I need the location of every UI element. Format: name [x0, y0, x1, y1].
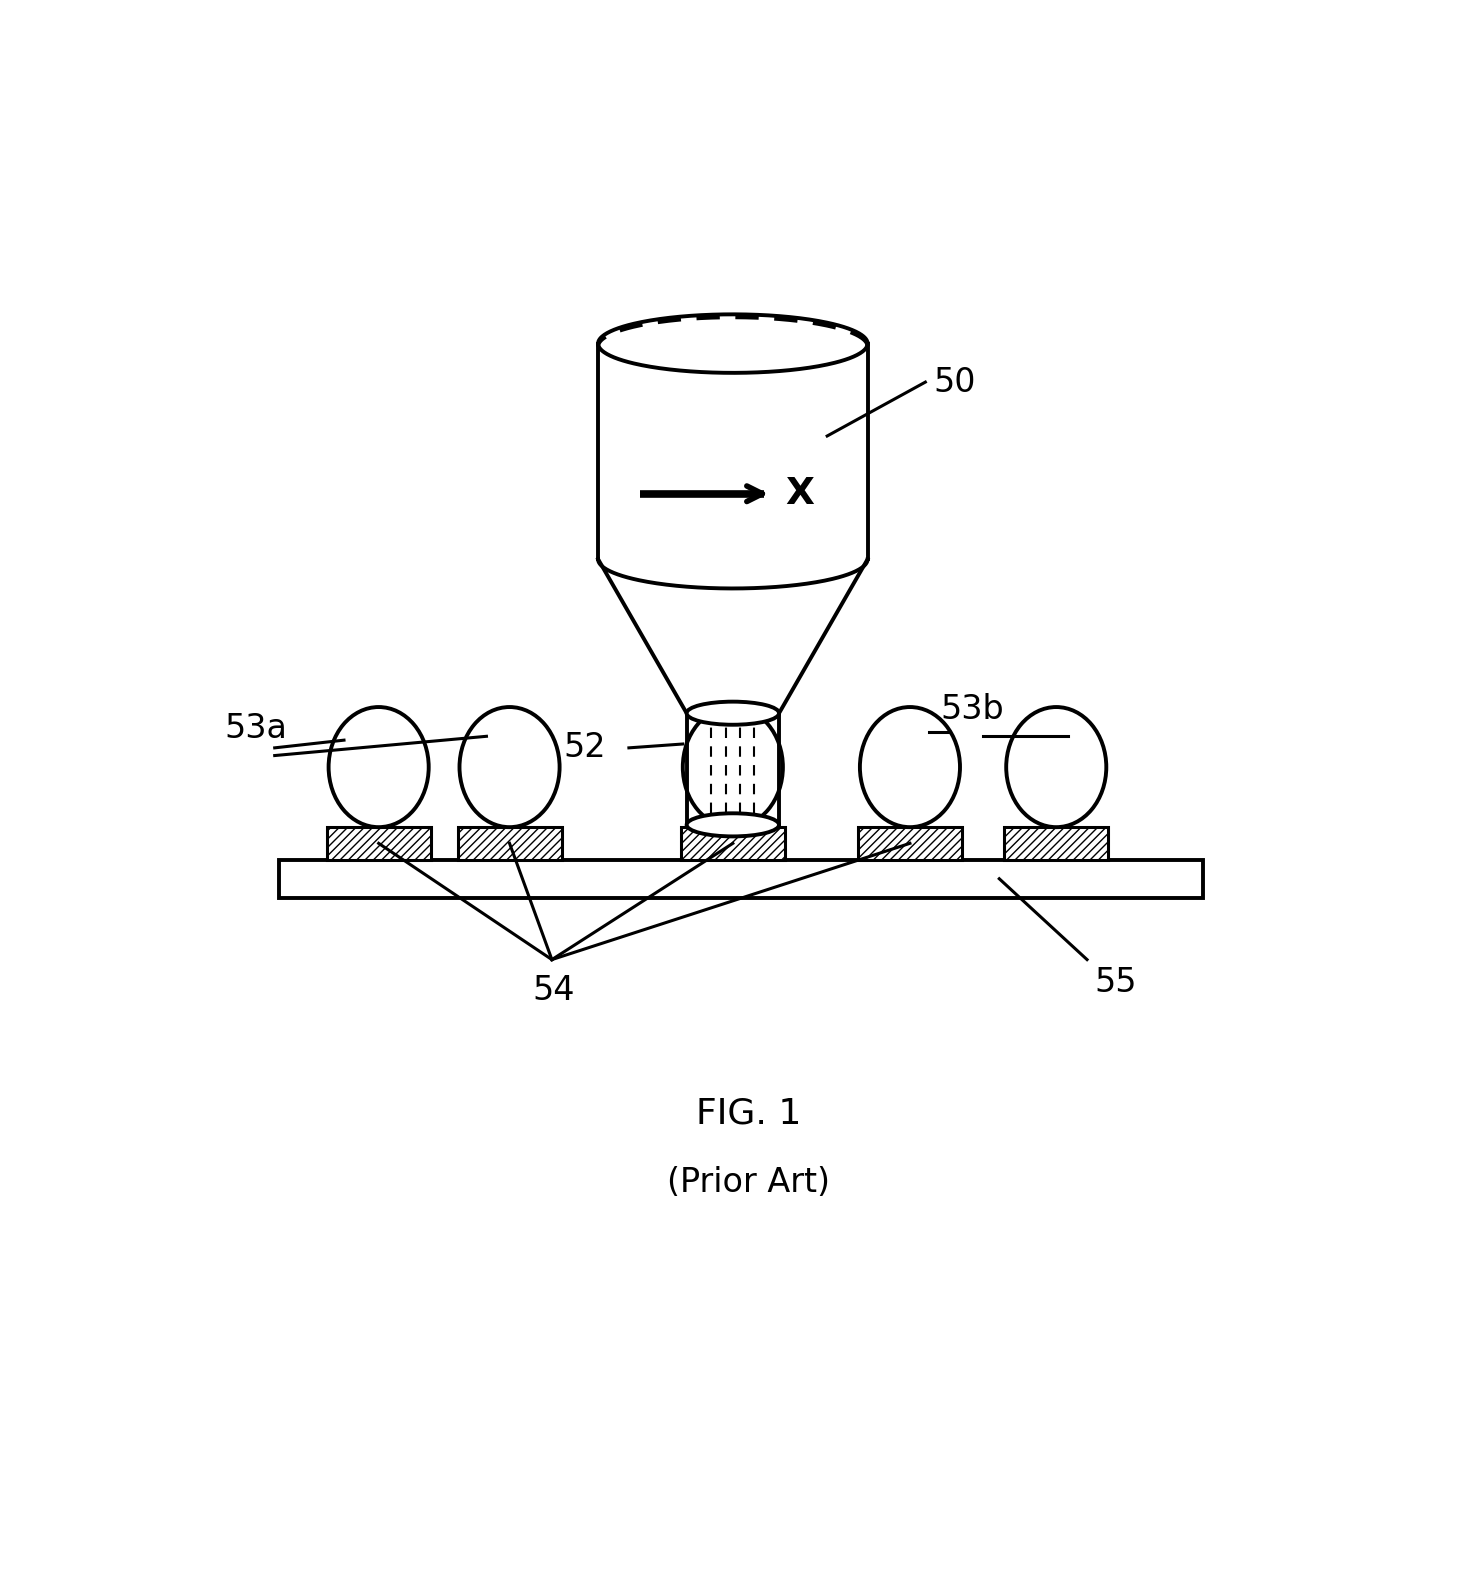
Bar: [680, 828, 785, 860]
Bar: [1004, 828, 1108, 860]
Text: 55: 55: [1095, 967, 1137, 999]
Bar: [858, 828, 962, 860]
Ellipse shape: [686, 702, 780, 725]
Text: X: X: [785, 476, 815, 512]
Ellipse shape: [460, 706, 559, 828]
Bar: [457, 828, 562, 860]
Ellipse shape: [686, 814, 780, 836]
Text: 53b: 53b: [940, 694, 1004, 725]
Ellipse shape: [1006, 706, 1107, 828]
Text: 50: 50: [933, 365, 975, 398]
Ellipse shape: [328, 706, 429, 828]
Ellipse shape: [860, 706, 961, 828]
Text: 54: 54: [533, 973, 575, 1006]
Text: (Prior Art): (Prior Art): [667, 1166, 829, 1199]
Text: 53a: 53a: [225, 713, 288, 746]
Bar: [279, 860, 1203, 897]
Bar: [327, 828, 431, 860]
Ellipse shape: [683, 706, 783, 828]
Text: FIG. 1: FIG. 1: [695, 1097, 802, 1131]
Text: 52: 52: [564, 732, 606, 765]
